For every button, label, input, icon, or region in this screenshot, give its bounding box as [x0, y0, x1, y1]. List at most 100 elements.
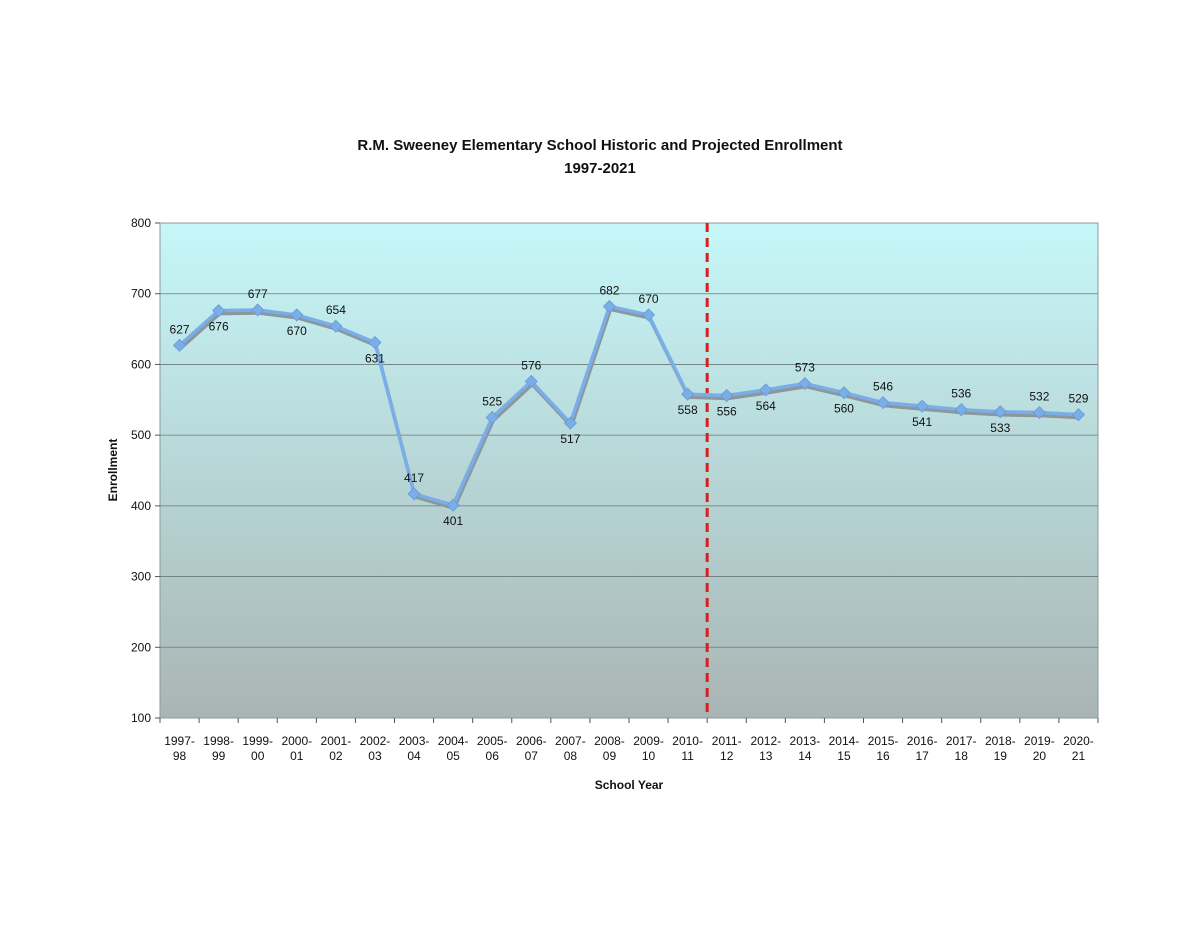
- x-tick-label: 2009-10: [633, 734, 664, 763]
- x-tick-label: 2015-16: [868, 734, 899, 763]
- x-tick-label-line: 1997-: [164, 734, 195, 748]
- data-label: 541: [912, 415, 932, 429]
- data-point-marker: [290, 308, 304, 322]
- x-tick-label-line: 2010-: [672, 734, 703, 748]
- x-axis-label: School Year: [595, 778, 664, 792]
- data-point-marker: [1071, 408, 1086, 422]
- x-tick-label-line: 10: [642, 749, 656, 763]
- data-label: 517: [560, 432, 580, 446]
- x-tick-label: 2010-11: [672, 734, 703, 763]
- x-tick-label-line: 20: [1033, 749, 1047, 763]
- data-label: 536: [951, 387, 971, 401]
- enrollment-series: [172, 299, 1086, 512]
- y-tick-label: 600: [131, 357, 151, 371]
- data-label: 417: [404, 471, 424, 485]
- y-tick-label: 300: [131, 570, 151, 584]
- x-tick-label: 2001-02: [321, 734, 352, 763]
- x-tick-label-line: 2017-: [946, 734, 977, 748]
- data-label: 533: [990, 421, 1010, 435]
- plot-area: [159, 222, 1099, 719]
- data-point-marker: [602, 299, 617, 314]
- x-tick-label-line: 08: [564, 749, 578, 763]
- x-tick-label-line: 14: [798, 749, 812, 763]
- x-tick-label: 2013-14: [790, 734, 821, 763]
- series-line-shadow: [179, 307, 1080, 510]
- data-label: 560: [834, 402, 854, 416]
- x-tick-label: 2019-20: [1024, 734, 1055, 763]
- x-tick-label-line: 2004-: [438, 734, 469, 748]
- data-point-marker: [1032, 405, 1046, 420]
- x-tick-label-line: 2013-: [790, 734, 821, 748]
- x-tick-label-line: 17: [915, 749, 929, 763]
- y-tick-label: 100: [131, 711, 151, 725]
- data-point-marker: [329, 319, 343, 333]
- data-label: 525: [482, 394, 502, 408]
- x-tick-label-line: 11: [681, 749, 694, 763]
- data-label: 573: [795, 361, 815, 375]
- x-tick-label-line: 2020-: [1063, 734, 1094, 748]
- data-point-marker: [524, 374, 538, 388]
- data-label: 670: [287, 324, 307, 338]
- x-tick-label: 2006-07: [516, 734, 547, 763]
- x-tick-label-line: 06: [486, 749, 500, 763]
- x-tick-label: 2008-09: [594, 734, 625, 763]
- x-tick-label: 2004-05: [438, 734, 469, 763]
- x-tick-label-line: 19: [994, 749, 1008, 763]
- x-tick-label-line: 1999-: [242, 734, 273, 748]
- data-point-marker: [641, 308, 656, 322]
- x-tick-label: 2007-08: [555, 734, 586, 763]
- x-tick-label-line: 2003-: [399, 734, 430, 748]
- data-label: 546: [873, 380, 893, 394]
- data-point-marker: [993, 405, 1007, 419]
- x-tick-label-line: 2011-: [712, 734, 742, 748]
- x-tick-label-line: 12: [720, 749, 734, 763]
- x-tick-label-line: 2001-: [321, 734, 352, 748]
- data-point-marker: [407, 487, 421, 501]
- data-point-marker: [915, 399, 929, 413]
- data-point-marker: [368, 335, 382, 350]
- data-point-marker: [485, 410, 499, 425]
- x-tick-label-line: 2018-: [985, 734, 1016, 748]
- y-axis-label: Enrollment: [106, 439, 120, 502]
- data-point-marker: [212, 304, 226, 318]
- x-tick-label-line: 18: [955, 749, 969, 763]
- x-tick-label-line: 2005-: [477, 734, 508, 748]
- x-tick-label-line: 2019-: [1024, 734, 1055, 748]
- chart-subtitle: 1997-2021: [564, 160, 636, 177]
- x-tick-label-line: 1998-: [203, 734, 234, 748]
- data-label: 529: [1068, 392, 1088, 406]
- x-tick-label-line: 01: [290, 749, 304, 763]
- data-label: 556: [717, 405, 737, 419]
- data-labels: 627 676 677 670 654 631 417 401 525 576 517 682 670 5…: [170, 283, 1089, 528]
- x-tick-label: 2018-19: [985, 734, 1016, 763]
- x-tick-label: 2011-12: [712, 734, 742, 763]
- x-tick-label-line: 2014-: [829, 734, 860, 748]
- x-tick-label-line: 21: [1072, 749, 1086, 763]
- x-tick-label: 2000-01: [281, 734, 312, 763]
- x-tick-label-line: 99: [212, 749, 226, 763]
- x-tick-label: 2003-04: [399, 734, 430, 763]
- x-tick-label: 2017-18: [946, 734, 977, 763]
- x-tick-label-line: 2012-: [750, 734, 781, 748]
- y-tick-label: 500: [131, 428, 151, 442]
- x-tick-label-line: 2015-: [868, 734, 899, 748]
- data-point-marker: [720, 388, 734, 403]
- y-tick-label: 200: [131, 640, 151, 654]
- data-label: 576: [521, 358, 541, 372]
- data-point-marker: [251, 303, 265, 317]
- data-label: 682: [599, 283, 619, 297]
- x-tick-label-line: 04: [407, 749, 421, 763]
- x-tick-label: 1997-98: [164, 734, 195, 763]
- x-tick-label-line: 16: [876, 749, 890, 763]
- x-tick-label-line: 2007-: [555, 734, 586, 748]
- gridlines: [160, 293, 1098, 648]
- x-tick-label: 2002-03: [360, 734, 391, 763]
- x-tick-label-line: 2002-: [360, 734, 391, 748]
- x-tick-label-line: 98: [173, 749, 187, 763]
- data-label: 676: [209, 320, 229, 334]
- x-tick-label-line: 09: [603, 749, 617, 763]
- x-tick-label-line: 2008-: [594, 734, 625, 748]
- x-tick-label: 2012-13: [750, 734, 781, 763]
- data-label: 654: [326, 303, 346, 317]
- chart-title: R.M. Sweeney Elementary School Historic …: [357, 137, 842, 154]
